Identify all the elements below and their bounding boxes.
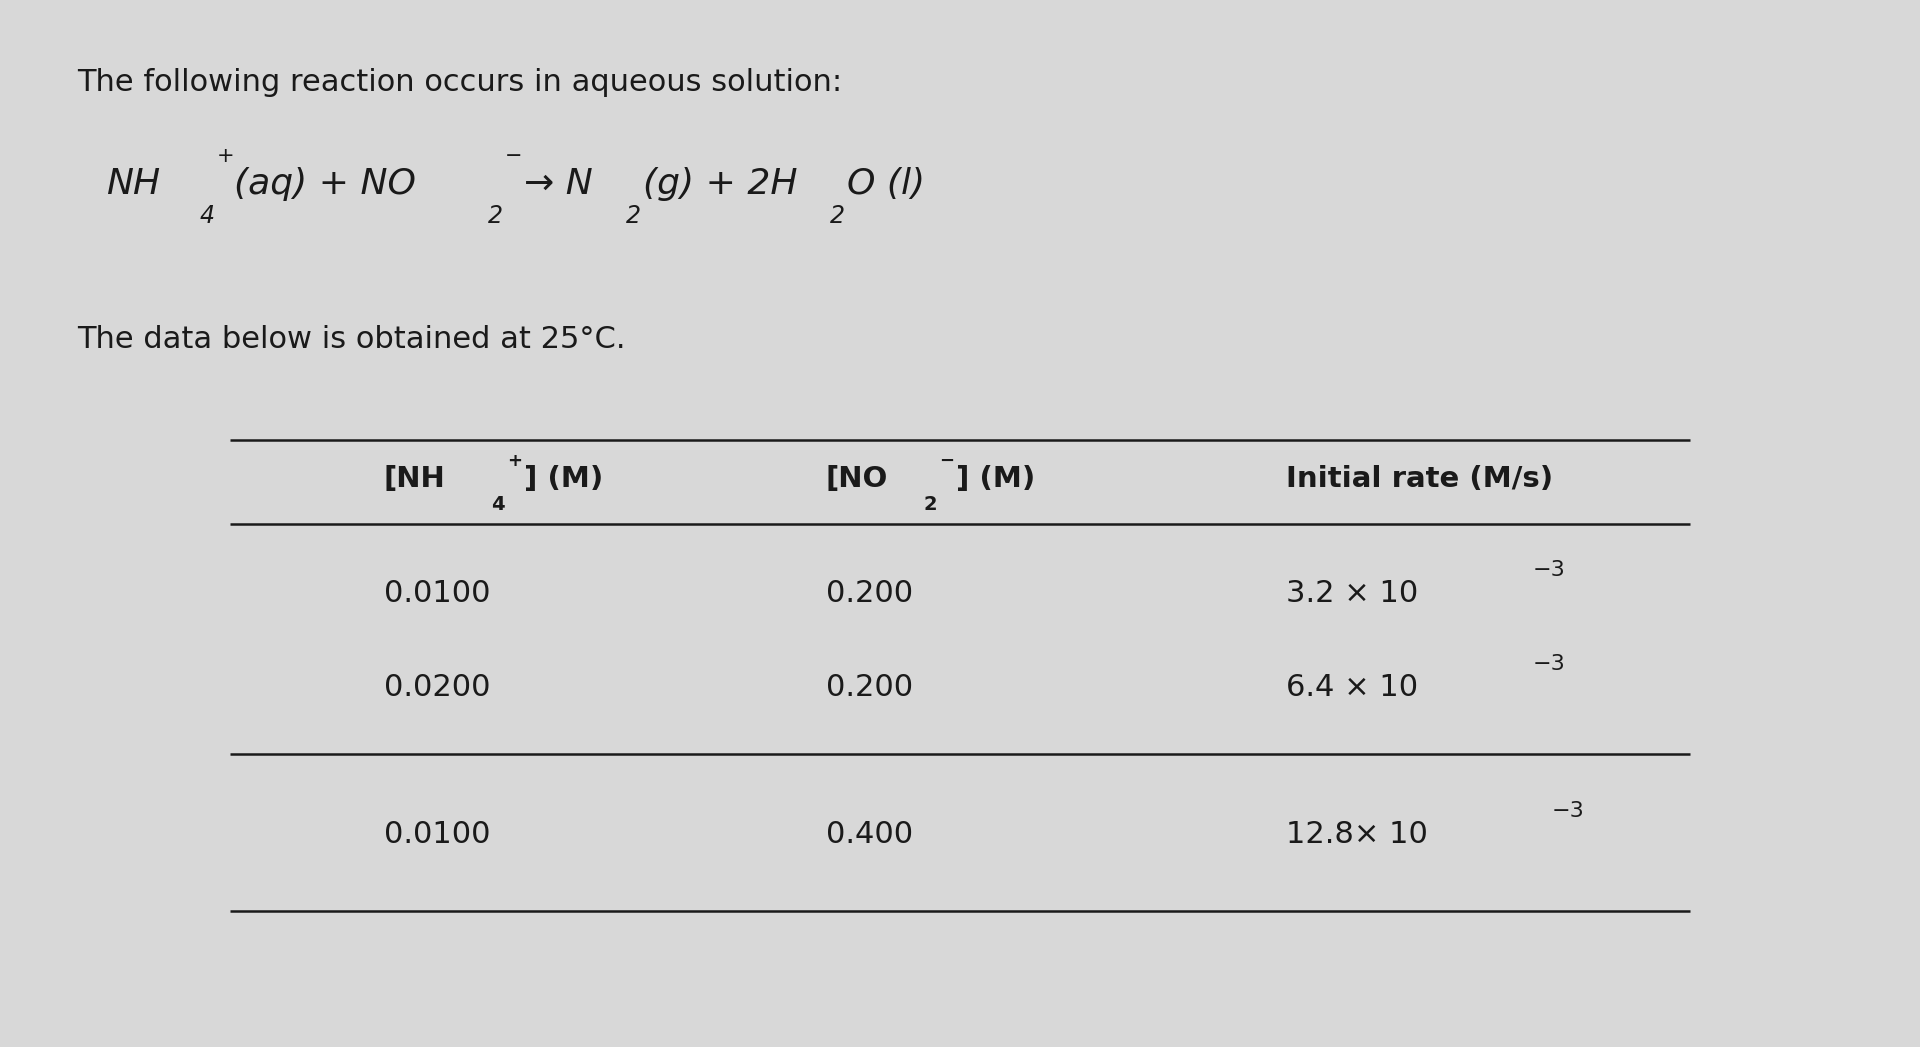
Text: 2: 2 [924, 495, 937, 514]
Text: 12.8× 10: 12.8× 10 [1286, 820, 1428, 849]
Text: ] (M): ] (M) [956, 465, 1035, 493]
Text: Initial rate (M/s): Initial rate (M/s) [1286, 465, 1553, 493]
Text: 0.400: 0.400 [826, 820, 912, 849]
Text: O (l): O (l) [847, 166, 925, 201]
Text: 0.0200: 0.0200 [384, 673, 490, 703]
Text: −3: −3 [1532, 654, 1565, 674]
Text: ] (M): ] (M) [524, 465, 603, 493]
Text: [NO: [NO [826, 465, 887, 493]
Text: +: + [217, 147, 234, 166]
Text: 0.200: 0.200 [826, 579, 912, 608]
Text: → N: → N [524, 166, 593, 201]
Text: −: − [939, 452, 954, 470]
Text: The following reaction occurs in aqueous solution:: The following reaction occurs in aqueous… [77, 68, 843, 97]
Text: 6.4 × 10: 6.4 × 10 [1286, 673, 1419, 703]
Text: 3.2 × 10: 3.2 × 10 [1286, 579, 1419, 608]
Text: 2: 2 [626, 204, 641, 228]
Text: −3: −3 [1532, 560, 1565, 580]
Text: NH: NH [106, 166, 159, 201]
Text: +: + [507, 452, 522, 470]
Text: 4: 4 [492, 495, 505, 514]
Text: (aq) + NO: (aq) + NO [234, 166, 417, 201]
Text: 0.0100: 0.0100 [384, 820, 490, 849]
Text: 0.200: 0.200 [826, 673, 912, 703]
Text: −3: −3 [1551, 801, 1584, 821]
Text: −: − [505, 147, 522, 166]
Text: The data below is obtained at 25°C.: The data below is obtained at 25°C. [77, 325, 626, 354]
Text: (g) + 2H: (g) + 2H [643, 166, 797, 201]
Text: 4: 4 [200, 204, 215, 228]
Text: 2: 2 [829, 204, 845, 228]
Text: 2: 2 [488, 204, 503, 228]
Text: [NH: [NH [384, 465, 445, 493]
Text: 0.0100: 0.0100 [384, 579, 490, 608]
